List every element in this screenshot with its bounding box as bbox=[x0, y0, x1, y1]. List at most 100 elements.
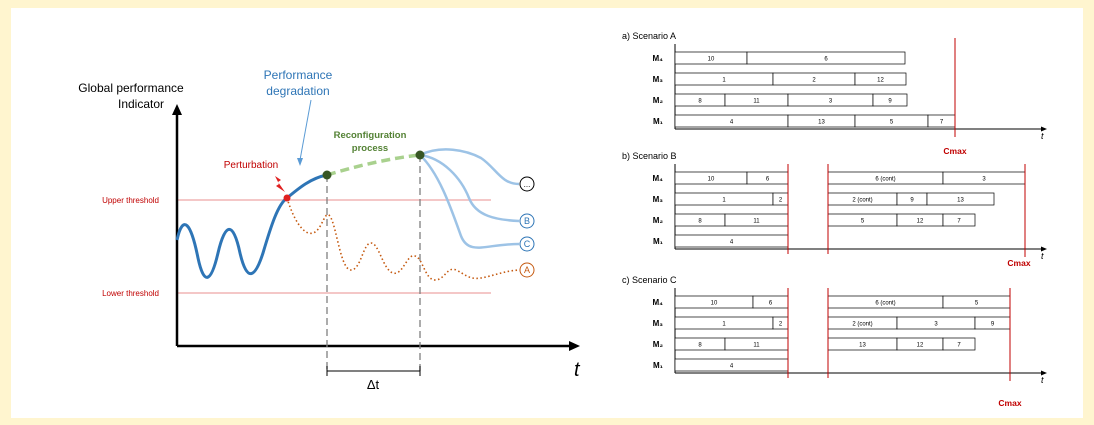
gantt-job-label: 13 bbox=[859, 343, 866, 349]
gantt-job-label: 5 bbox=[975, 301, 979, 307]
machine-label: M₁ bbox=[653, 361, 664, 370]
gantt-job-label: 6 bbox=[769, 301, 773, 307]
gantt-job-label: 12 bbox=[917, 343, 924, 349]
outcome-branch-dots bbox=[419, 148, 520, 186]
gantt-t-label: t bbox=[1041, 131, 1044, 141]
gantt-job-label: 1 bbox=[722, 198, 726, 204]
cmax-label: Cmax bbox=[1007, 258, 1030, 268]
gantt-job-label: 8 bbox=[698, 99, 702, 105]
gantt-job-label: 7 bbox=[940, 120, 944, 126]
degraded-path bbox=[286, 197, 522, 281]
reconfig-path bbox=[326, 153, 421, 177]
degradation-label-line1: Performance bbox=[264, 68, 333, 82]
gantt-job-label: 6 (cont) bbox=[875, 301, 895, 307]
gantt-job-bar bbox=[926, 192, 995, 206]
gantt-job-label: 10 bbox=[711, 301, 718, 307]
perturbation-label: Perturbation bbox=[224, 160, 278, 171]
gantt-job-label: 3 bbox=[934, 322, 938, 328]
gantt-job-label: 5 bbox=[890, 120, 894, 126]
reconfig-start-point bbox=[322, 170, 332, 180]
gantt-job-bar bbox=[872, 93, 908, 107]
gantt-job-bar bbox=[854, 72, 907, 86]
gantt-t-label: t bbox=[1041, 375, 1044, 385]
machine-label: M₄ bbox=[653, 174, 664, 183]
machine-label: M₄ bbox=[653, 54, 664, 63]
gantt-job-label: 4 bbox=[730, 240, 734, 246]
scenario-title: b) Scenario B bbox=[622, 151, 677, 161]
gantt-job-label: 11 bbox=[753, 99, 760, 105]
gantt-job-label: 10 bbox=[708, 177, 715, 183]
gantt-x-arrowhead bbox=[1041, 246, 1047, 252]
outcome-marker-b bbox=[519, 213, 535, 229]
reconfig-end-point bbox=[415, 150, 425, 160]
gantt-job-label: 5 bbox=[861, 219, 865, 225]
scenario-title: a) Scenario A bbox=[622, 31, 676, 41]
upper-threshold-label: Upper threshold bbox=[102, 196, 159, 205]
scenario-title: c) Scenario C bbox=[622, 275, 677, 285]
outcome-marker-dots bbox=[519, 176, 535, 192]
gantt-job-label: 7 bbox=[957, 219, 961, 225]
performance-diagram: Global performance Indicator t Upper thr… bbox=[78, 68, 581, 392]
gantt-job-label: 12 bbox=[917, 219, 924, 225]
gantt-job-label: 10 bbox=[708, 57, 715, 63]
gantt-job-label: 2 (cont) bbox=[852, 198, 872, 204]
cmax-label: Cmax bbox=[943, 146, 966, 156]
lightning-icon bbox=[275, 176, 285, 192]
gantt-job-bar bbox=[746, 51, 906, 65]
outcome-label-dots: ... bbox=[524, 180, 531, 189]
gantt-job-label: 2 (cont) bbox=[852, 322, 872, 328]
machine-label: M₃ bbox=[653, 75, 664, 84]
gantt-x-arrowhead bbox=[1041, 126, 1047, 132]
gantt-job-label: 2 bbox=[779, 198, 783, 204]
performance-curve bbox=[175, 173, 328, 279]
outcome-branch-b bbox=[419, 153, 520, 223]
outcome-label-a: A bbox=[524, 265, 530, 275]
lower-threshold-label: Lower threshold bbox=[102, 289, 159, 298]
perturbation-point bbox=[283, 194, 291, 202]
gantt-job-label: 8 bbox=[698, 343, 702, 349]
gantt-job-label: 2 bbox=[812, 78, 816, 84]
gantt-job-label: 2 bbox=[779, 322, 783, 328]
gantt-job-label: 9 bbox=[991, 322, 995, 328]
gantt-job-label: 3 bbox=[829, 99, 833, 105]
gantt-job-label: 9 bbox=[910, 198, 914, 204]
gantt-t-label: t bbox=[1041, 251, 1044, 261]
gantt-job-label: 11 bbox=[753, 343, 760, 349]
gantt-job-label: 11 bbox=[753, 219, 760, 225]
machine-label: M₃ bbox=[653, 195, 664, 204]
gantt-job-label: 13 bbox=[818, 120, 825, 126]
machine-label: M₂ bbox=[653, 340, 664, 349]
gantt-job-label: 12 bbox=[877, 78, 884, 84]
machine-label: M₄ bbox=[653, 298, 664, 307]
gantt-job-label: 7 bbox=[957, 343, 961, 349]
outcome-marker-a bbox=[519, 262, 535, 278]
x-axis-arrowhead bbox=[569, 341, 580, 351]
gantt-job-label: 3 bbox=[982, 177, 986, 183]
gantt-x-arrowhead bbox=[1041, 370, 1047, 376]
outcome-marker-c bbox=[519, 236, 535, 252]
gantt-job-label: 9 bbox=[888, 99, 892, 105]
gantt-job-label: 8 bbox=[698, 219, 702, 225]
gantt-job-label: 1 bbox=[722, 322, 726, 328]
degradation-arrow bbox=[299, 99, 312, 161]
machine-label: M₂ bbox=[653, 216, 664, 225]
x-label: t bbox=[574, 359, 581, 381]
delta-t-label: Δt bbox=[367, 377, 380, 392]
degradation-label-line2: degradation bbox=[266, 84, 329, 98]
y-label-line2: Indicator bbox=[118, 97, 164, 111]
y-axis-arrowhead bbox=[172, 104, 182, 115]
machine-label: M₃ bbox=[653, 319, 664, 328]
gantt-job-label: 4 bbox=[730, 120, 734, 126]
outcome-branch-c bbox=[419, 154, 520, 249]
machine-label: M₂ bbox=[653, 96, 664, 105]
gantt-job-label: 6 bbox=[766, 177, 770, 183]
gantt-job-bar bbox=[942, 213, 976, 227]
machine-label: M₁ bbox=[653, 117, 664, 126]
gantt-job-bar bbox=[942, 337, 976, 351]
figure-canvas: Global performance Indicator t Upper thr… bbox=[78, 31, 1047, 408]
outcome-label-c: C bbox=[524, 239, 531, 249]
